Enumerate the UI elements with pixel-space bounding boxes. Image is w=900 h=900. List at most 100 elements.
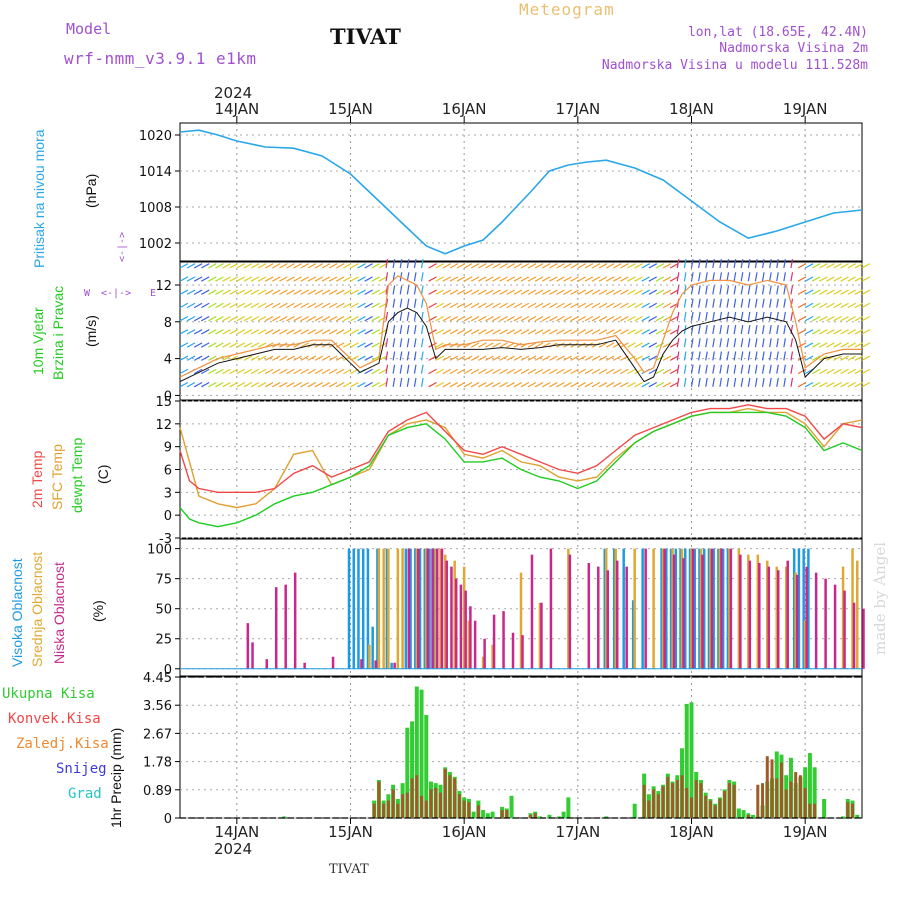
y-tick-label: 9 — [164, 441, 172, 456]
precip-conv-bar — [372, 803, 376, 818]
precip-conv-bar — [443, 768, 447, 818]
compass-h: <-|-> — [101, 288, 132, 299]
precip-total-bar — [604, 816, 609, 818]
precip-total-bar — [684, 703, 689, 818]
lonlat-label: lon,lat (18.65E, 42.4N) — [687, 25, 868, 40]
precip-total-bar — [689, 702, 694, 818]
legend-total: Ukupna Kisa — [2, 686, 95, 702]
precip-total-bar — [561, 811, 566, 818]
y-tick-label: 0.89 — [143, 784, 172, 799]
precip-total-bar — [481, 810, 486, 818]
y-tick-label: 12 — [155, 418, 172, 433]
panel-frame — [179, 676, 863, 819]
precip-conv-bar — [732, 784, 736, 818]
x-day-label-bottom: 16JAN — [442, 823, 487, 841]
precip-total-bar — [471, 811, 476, 818]
precip-conv-bar — [401, 794, 405, 818]
precip-conv-bar — [675, 779, 679, 818]
precip-conv-bar — [661, 786, 665, 818]
y-tick-label: 3.56 — [143, 699, 172, 714]
precip-conv-bar — [500, 810, 504, 818]
legend-snow: Snijeg — [56, 761, 107, 777]
y-tick-label: 0 — [164, 509, 172, 524]
precip-conv-bar — [694, 779, 698, 818]
footer-station: TIVAT — [329, 862, 369, 877]
x-day-label-bottom: 14JAN — [214, 823, 259, 841]
y-tick-label: 1002 — [139, 237, 172, 252]
precip-conv-bar — [429, 789, 433, 818]
precip-conv-bar — [798, 775, 802, 818]
y-tick-label: 1020 — [139, 129, 172, 144]
pressure-line — [179, 129, 863, 255]
y-tick-label: 50 — [155, 603, 172, 618]
precip-conv-bar — [803, 787, 807, 818]
x-day-label-top: 15JAN — [328, 100, 373, 118]
precip-conv-bar — [775, 778, 779, 818]
precip-total-bar — [841, 816, 846, 818]
meteogram-title: Meteogram — [519, 0, 615, 19]
y-tick-label: 4 — [164, 353, 172, 368]
precip-conv-bar — [846, 802, 850, 818]
precip-conv-bar — [476, 805, 480, 818]
precip-conv-bar — [761, 783, 765, 818]
precip-conv-bar — [448, 775, 452, 818]
precip-conv-bar — [794, 772, 798, 818]
y-tick-label: 15 — [155, 395, 172, 410]
y-tick-label: -3 — [159, 532, 172, 547]
temp2m-line — [179, 404, 863, 493]
compass-w: W — [84, 288, 91, 299]
precip-conv-bar — [666, 776, 670, 818]
precip-conv-bar — [813, 803, 817, 818]
precip-total-bar — [741, 810, 746, 818]
y-tick-label: 4.45 — [143, 671, 172, 686]
precip-conv-bar — [647, 800, 651, 818]
precip-total-bar — [566, 797, 571, 818]
precip-conv-bar — [438, 792, 442, 818]
precip-conv-bar — [685, 787, 689, 818]
precip-conv-bar — [453, 778, 457, 818]
precip-conv-bar — [765, 756, 769, 818]
height-label: Nadmorska Visina 2m — [719, 41, 868, 56]
precip-conv-bar — [704, 795, 708, 818]
sfc-temp-line — [179, 407, 863, 509]
panel-frame — [179, 261, 863, 401]
y-tick-label: 0 — [164, 812, 172, 827]
precip-conv-bar — [434, 787, 438, 818]
station-title: TIVAT — [330, 24, 401, 49]
y-tick-label: 1.78 — [143, 756, 172, 771]
y-tick-label: 3 — [164, 486, 172, 501]
legend-hail: Grad — [68, 786, 102, 802]
precip-conv-bar — [784, 789, 788, 818]
wind-gust-line — [179, 275, 862, 378]
model-label: Model — [66, 20, 112, 38]
precip-total-bar — [424, 715, 429, 818]
precip-conv-bar — [415, 775, 419, 818]
precip-conv-bar — [410, 778, 414, 818]
precip-total-bar — [414, 686, 419, 818]
y-tick-label: 1014 — [139, 165, 172, 180]
precip-conv-bar — [377, 781, 381, 818]
precip-total-bar — [282, 816, 287, 818]
precip-total-bar — [556, 816, 561, 818]
precip-conv-bar — [851, 803, 855, 818]
precip-total-bar — [751, 814, 756, 818]
precip-total-bar — [410, 721, 415, 818]
precip-conv-bar — [467, 802, 471, 818]
panel-frame — [179, 122, 863, 262]
x-day-label-bottom: 15JAN — [328, 823, 373, 841]
wind-barbs — [179, 259, 871, 388]
precip-total-bar — [632, 803, 637, 818]
precip-conv-bar — [708, 800, 712, 818]
precip-total-bar — [812, 767, 817, 818]
precip-total-bar — [419, 689, 424, 818]
precip-conv-bar — [382, 803, 386, 818]
precip-conv-bar — [699, 783, 703, 818]
precip-total-bar — [547, 814, 552, 818]
precip-conv-bar — [420, 795, 424, 818]
precip-conv-bar — [386, 800, 390, 818]
precip-total-bar — [822, 798, 827, 818]
y-tick-label: 8 — [164, 316, 172, 331]
x-day-label-top: 14JAN — [214, 100, 259, 118]
